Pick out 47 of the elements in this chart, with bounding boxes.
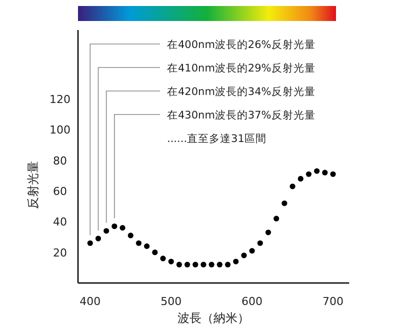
point [306,171,312,177]
y-tick-label: 40 [53,216,67,229]
point [290,184,296,190]
point [314,168,320,174]
x-tick-label: 400 [80,295,101,308]
x-tick-label: 600 [242,295,263,308]
annotation: 在400nm波長的26%反射光量 [167,38,316,51]
point [112,223,118,230]
point [168,258,174,264]
y-tick-label: 80 [53,154,67,168]
point [233,258,239,264]
point [176,262,182,268]
y-tick-label: 20 [53,246,67,260]
point [208,262,214,268]
point [216,262,222,268]
point [330,171,336,177]
point [257,240,263,246]
point [265,230,272,236]
point [224,262,231,268]
point [298,176,304,182]
point [322,170,328,176]
point [136,240,142,246]
point [144,243,150,249]
point [104,228,110,234]
y-axis-title: 反射光量 [26,161,40,209]
point [274,216,280,222]
point [120,225,126,231]
y-tick-label: 120 [50,93,70,106]
point [282,200,288,206]
point [249,248,255,254]
point [241,252,247,258]
y-tick-label: 100 [50,124,70,137]
annotation: 在420nm波長的34%反射光量 [167,85,316,98]
y-tick-label: 60 [53,185,67,198]
point [184,262,190,268]
x-axis-title: 波長（納米） [178,311,250,325]
point [152,250,158,256]
point [128,232,134,238]
point [200,262,206,268]
point [192,262,198,268]
x-tick-label: 700 [322,295,344,308]
annotation: 在430nm波長的37%反射光量 [167,108,316,122]
annotation: 在410nm波長的29%反射光量 [167,62,316,74]
x-tick-label: 500 [160,295,182,308]
point [160,256,166,262]
point [95,236,102,242]
point [87,240,93,246]
